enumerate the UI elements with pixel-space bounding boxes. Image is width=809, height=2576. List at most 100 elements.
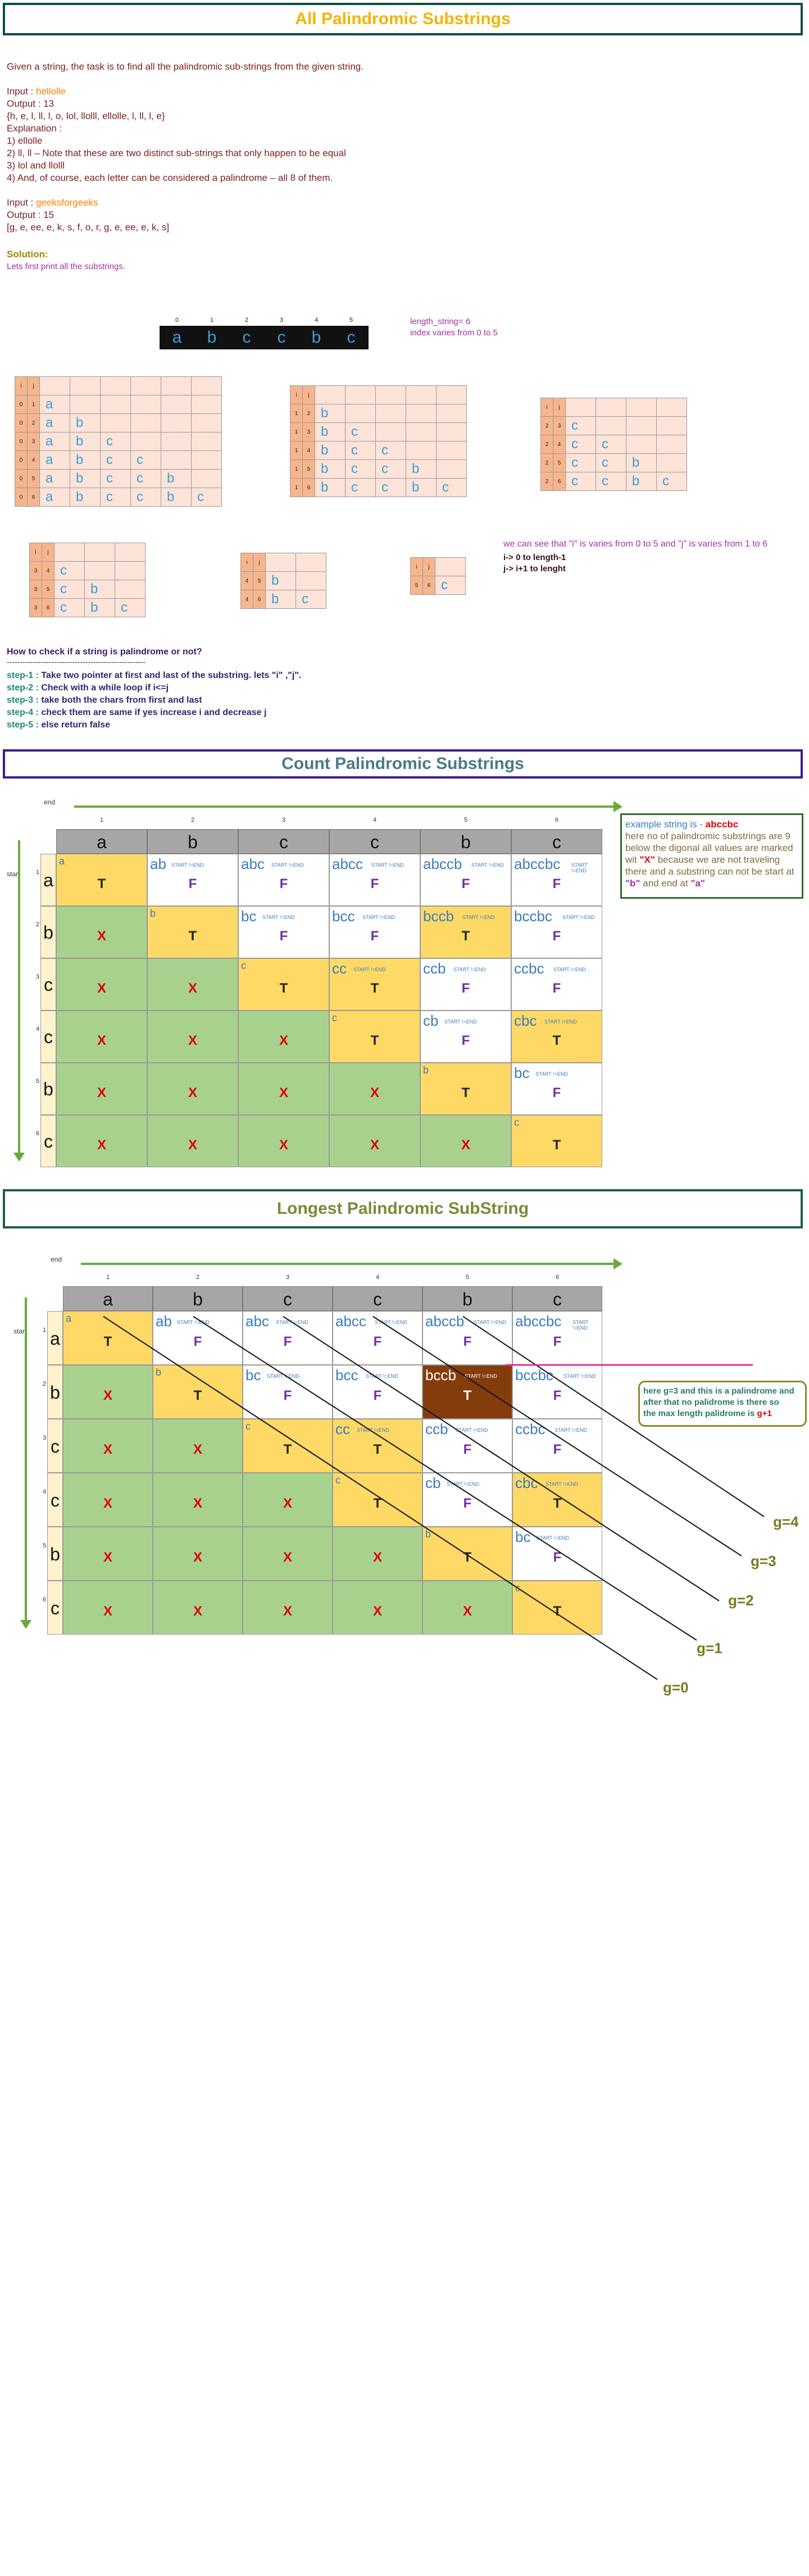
- dp-cell: cT: [512, 1581, 602, 1635]
- table-i: 2: [540, 416, 553, 435]
- cell-value: F: [461, 876, 470, 891]
- table-i: 2: [540, 435, 553, 454]
- cell-value: T: [370, 980, 379, 996]
- row-number: 2: [43, 1381, 47, 1387]
- cell-value: X: [370, 1085, 379, 1100]
- table-char: [191, 395, 222, 414]
- dp-cell: X: [420, 1115, 511, 1167]
- start-end-tag: START !=END: [555, 1427, 587, 1433]
- end-arrowhead: [613, 801, 622, 812]
- solution-line: Lets first print all the substrings.: [7, 262, 125, 271]
- cell-value: X: [283, 1550, 292, 1565]
- cell-value: F: [461, 1032, 470, 1048]
- dp-cell: bc START !=END F: [511, 1063, 602, 1115]
- dp-cell: X: [63, 1581, 153, 1635]
- cell-value: X: [279, 1085, 288, 1100]
- string-index: 1: [194, 315, 229, 326]
- substring-label: abcc: [332, 855, 363, 872]
- dp-cell: X: [153, 1473, 243, 1527]
- start-end-tag: START !=END: [462, 914, 495, 920]
- table-i: 1: [290, 478, 303, 497]
- col-header: c: [329, 829, 420, 854]
- substring-label: abcc: [335, 1313, 366, 1330]
- table-header: i: [15, 376, 28, 395]
- string-index: 0: [160, 315, 194, 326]
- row-number: 6: [36, 1130, 40, 1137]
- cell-value: X: [188, 980, 197, 996]
- table-char: [375, 422, 406, 442]
- col-header: b: [420, 829, 511, 854]
- table-char: b: [70, 469, 101, 488]
- col-number: 2: [191, 817, 195, 823]
- table-char: c: [54, 580, 85, 599]
- substring-label: cb: [425, 1474, 441, 1491]
- ij-range-i: i-> 0 to length-1: [503, 553, 566, 562]
- string-index: 2: [229, 315, 264, 326]
- gap-label: g=4: [773, 1513, 799, 1530]
- table-char: [130, 395, 161, 414]
- cell-value: F: [552, 876, 561, 891]
- step-4: step-4 : check them are same if yes incr…: [7, 708, 267, 717]
- col-header: a: [63, 1286, 153, 1311]
- table-char: c: [565, 453, 596, 472]
- table-j: 5: [253, 571, 266, 590]
- substring-label: c: [241, 960, 246, 971]
- cell-value: T: [461, 1085, 470, 1100]
- table-char: [345, 404, 376, 423]
- table-char: [100, 395, 131, 414]
- col-number: 1: [100, 817, 104, 823]
- table-char: c: [375, 459, 406, 479]
- substring-label: abc: [246, 1313, 269, 1330]
- table-char: a: [39, 488, 70, 507]
- cell-value: X: [97, 1085, 106, 1100]
- row-number: 6: [43, 1596, 47, 1603]
- start-end-tag: START !=END: [544, 1019, 577, 1025]
- table-char: b: [161, 469, 192, 488]
- cell-value: T: [188, 928, 197, 944]
- substring-label: c: [335, 1474, 340, 1486]
- dp-cell: cb START !=END F: [422, 1473, 512, 1527]
- title-count-palindromic: Count Palindromic Substrings: [3, 749, 803, 779]
- start-end-tag: START !=END: [563, 1373, 596, 1379]
- cell-value: T: [283, 1442, 292, 1457]
- description: Given a string, the task is to find all …: [7, 61, 363, 72]
- table-header: j: [302, 385, 315, 404]
- table-i: 1: [290, 441, 303, 460]
- table-i: 2: [540, 472, 553, 491]
- col-header: c: [511, 829, 602, 854]
- substring-label: bc: [514, 1064, 530, 1081]
- start-arrowhead: [20, 1620, 31, 1629]
- table-char: b: [265, 590, 296, 609]
- cell-value: X: [279, 1137, 288, 1153]
- ex1-input: Input : hellolle: [7, 86, 66, 97]
- table-char: [100, 413, 131, 433]
- table-j: 4: [27, 450, 40, 470]
- substring-label: ccbc: [515, 1421, 546, 1437]
- table-header: j: [553, 398, 566, 417]
- table-char: [84, 561, 115, 580]
- table-char: c: [100, 488, 131, 507]
- table-char: a: [39, 395, 70, 414]
- table-cell: [115, 543, 146, 562]
- col-header: a: [56, 829, 147, 854]
- cell-value: X: [97, 980, 106, 996]
- substring-label: b: [150, 908, 156, 919]
- table-char: [191, 450, 222, 470]
- dp-cell: ccb START !=END F: [420, 958, 511, 1011]
- dp-cell: X: [238, 1063, 329, 1115]
- dp-cell: X: [63, 1419, 153, 1473]
- table-char: [130, 432, 161, 451]
- table-cell: [84, 543, 115, 562]
- table-char: [436, 422, 467, 442]
- table-char: b: [315, 422, 346, 442]
- table-i: 3: [29, 561, 42, 580]
- row-number: 4: [43, 1489, 47, 1495]
- substring-label: abccb: [425, 1313, 465, 1330]
- cell-value: F: [461, 980, 470, 996]
